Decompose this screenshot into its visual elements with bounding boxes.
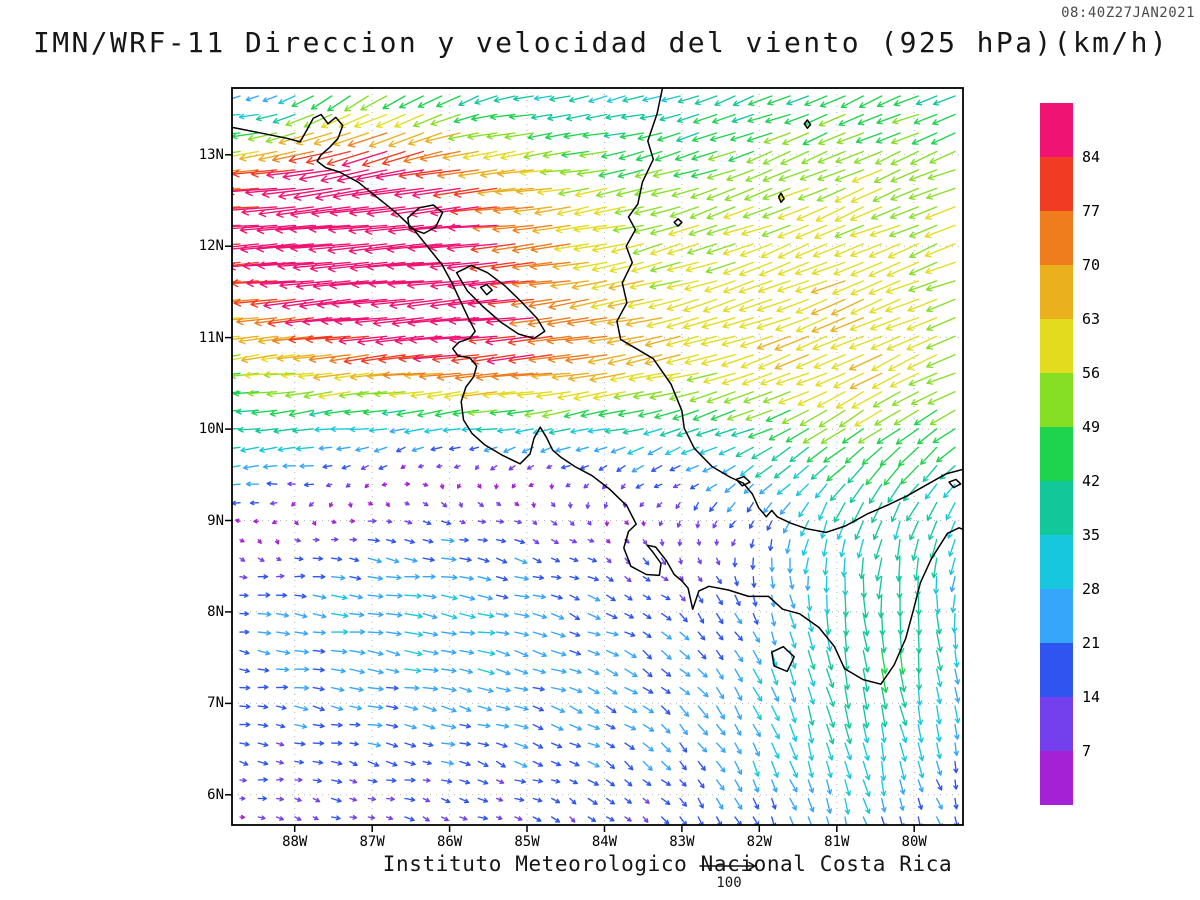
reference-vector-value: 100 (716, 875, 742, 891)
x-tick-label: 84W (591, 834, 618, 850)
colorbar-segment (1040, 265, 1073, 319)
colorbar-segment (1040, 373, 1073, 427)
x-tick-label: 86W (436, 834, 463, 850)
x-tick-label: 82W (746, 834, 772, 850)
colorbar-segment (1040, 697, 1073, 751)
x-tick-label: 88W (282, 834, 308, 850)
colorbar-tick-label: 21 (1082, 634, 1101, 652)
colorbar-segment (1040, 211, 1073, 265)
colorbar-segment (1040, 157, 1073, 211)
colorbar-segment (1040, 643, 1073, 697)
colorbar-segment (1040, 589, 1073, 643)
y-tick-label: 9N (207, 512, 224, 529)
colorbar-segment (1040, 427, 1073, 481)
colorbar-segment (1040, 319, 1073, 373)
colorbar-tick-label: 56 (1082, 364, 1101, 382)
colorbar-tick-label: 35 (1082, 526, 1101, 544)
y-tick-label: 10N (198, 421, 224, 438)
x-tick-label: 87W (359, 834, 385, 850)
colorbar-tick-label: 70 (1082, 256, 1101, 274)
y-tick-label: 7N (207, 695, 224, 712)
colorbar-tick-label: 77 (1082, 202, 1101, 220)
y-tick-label: 11N (198, 329, 224, 346)
reference-vector-arrow (699, 861, 757, 871)
colorbar-tick-label: 63 (1082, 310, 1101, 328)
x-tick-label: 85W (514, 834, 540, 850)
y-tick-label: 12N (198, 238, 224, 255)
credit-text: Instituto Meteorologico Nacional Costa R… (382, 852, 953, 876)
y-tick-label: 6N (207, 786, 224, 803)
y-tick-label: 13N (198, 146, 224, 163)
colorbar-tick-label: 49 (1082, 418, 1101, 436)
x-tick-label: 81W (824, 834, 850, 850)
colorbar-segment (1040, 751, 1073, 805)
page-title: IMN/WRF-11 Direccion y velocidad del vie… (33, 26, 1170, 59)
colorbar-tick-label: 7 (1082, 742, 1092, 760)
colorbar-segment (1040, 481, 1073, 535)
colorbar-tick-label: 42 (1082, 472, 1101, 490)
x-tick-label: 80W (901, 834, 927, 850)
valid-time-label: 08:40Z27JAN2021 (1061, 5, 1195, 21)
x-tick-label: 83W (669, 834, 695, 850)
colorbar-segment (1040, 103, 1073, 157)
colorbar-tick-label: 84 (1082, 148, 1101, 166)
colorbar-tick-label: 28 (1082, 580, 1101, 598)
y-tick-label: 8N (207, 603, 224, 620)
colorbar-segment (1040, 535, 1073, 589)
colorbar-tick-label: 14 (1082, 688, 1101, 706)
